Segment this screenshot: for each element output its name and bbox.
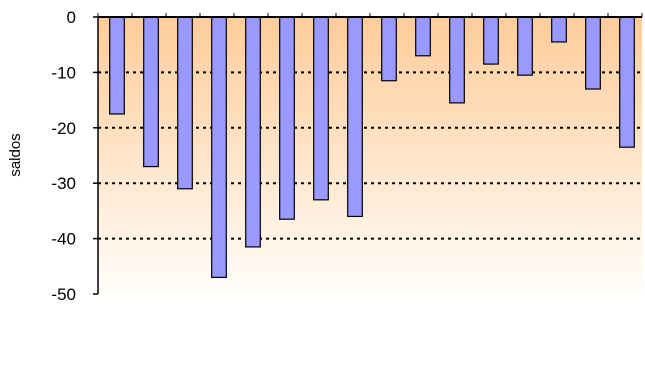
y-tick-label: -30	[51, 174, 76, 193]
bars	[109, 16, 635, 278]
y-tick-label: -20	[51, 119, 76, 138]
y-tick-label: -40	[51, 230, 76, 249]
bar	[347, 16, 363, 218]
bar	[109, 16, 125, 115]
y-tick-label: -10	[51, 63, 76, 82]
bar	[415, 16, 431, 57]
y-tick-labels: 0 -10 -20 -30 -40 -50	[51, 8, 76, 304]
y-axis-title: saldos	[7, 133, 24, 176]
bar	[143, 16, 159, 168]
bar	[313, 16, 329, 201]
bar	[245, 16, 261, 248]
bar	[517, 16, 533, 76]
bar	[381, 16, 397, 82]
bar	[279, 16, 295, 220]
bar	[483, 16, 499, 65]
bar	[619, 16, 635, 148]
bar	[211, 16, 227, 278]
bar	[177, 16, 193, 190]
y-tick-label: -50	[51, 285, 76, 304]
axes	[93, 13, 643, 295]
bar	[449, 16, 465, 104]
bar	[551, 16, 567, 43]
bar	[585, 16, 601, 90]
y-tick-label: 0	[67, 8, 76, 27]
